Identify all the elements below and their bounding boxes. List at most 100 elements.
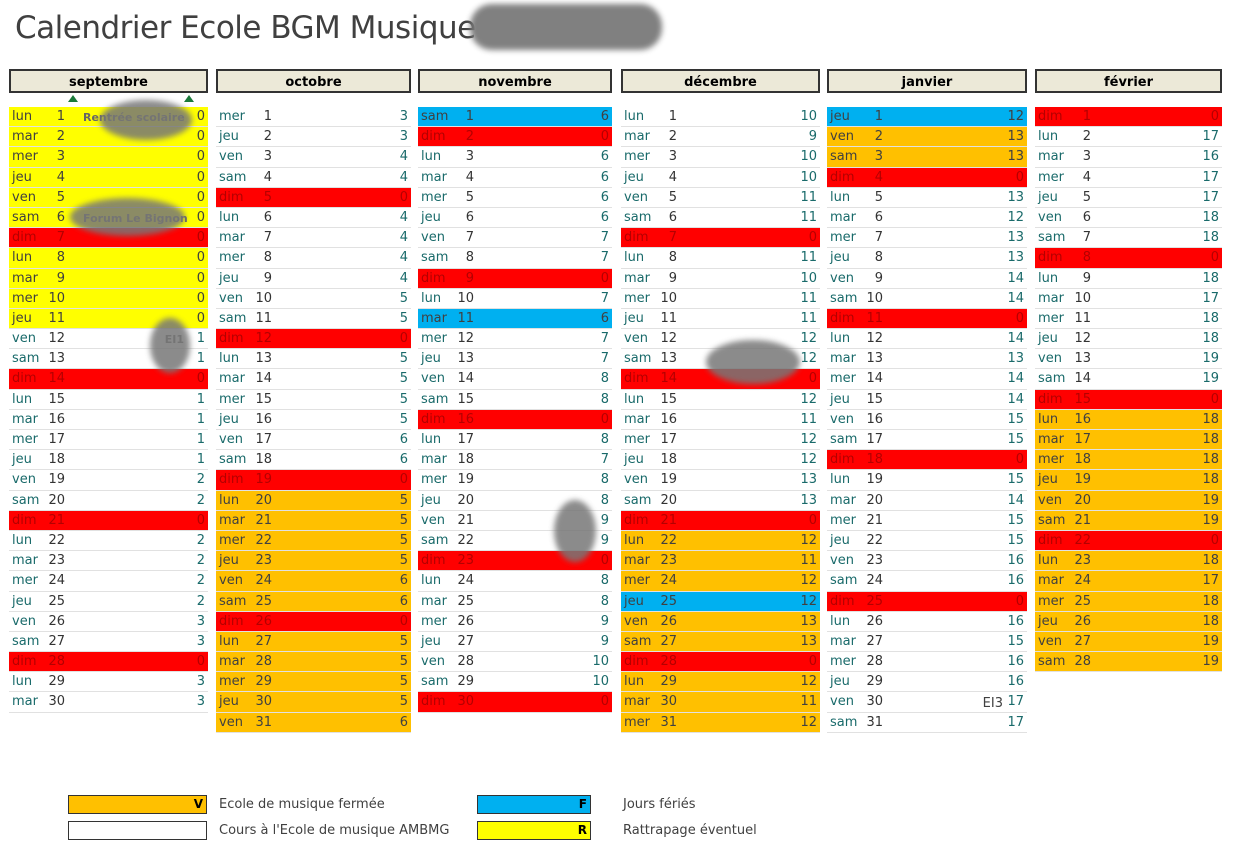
day-number: 9 xyxy=(668,270,677,286)
day-row: mar 6 12 xyxy=(827,208,1027,229)
day-row: jeu 1 12 xyxy=(827,107,1027,128)
day-number: 24 xyxy=(1074,573,1091,589)
day-name: jeu xyxy=(1038,613,1058,629)
day-number: 13 xyxy=(255,351,272,367)
week-count: 11 xyxy=(800,310,817,326)
week-count: 2 xyxy=(196,573,205,589)
day-name: jeu xyxy=(219,411,239,427)
day-row: sam 21 19 xyxy=(1035,510,1222,531)
month-column: novembre sam 1 6 dim 2 0 lun 3 6 mar 4 6 mer 5 6 jeu 6 6 ve… xyxy=(418,69,612,713)
day-row: dim 19 0 xyxy=(216,470,411,491)
day-row: mar 25 8 xyxy=(418,592,612,612)
day-row: mer 5 6 xyxy=(418,188,612,208)
day-number: 27 xyxy=(866,633,883,649)
week-count: 7 xyxy=(600,230,609,246)
day-row: ven 26 13 xyxy=(621,611,820,632)
month-header: janvier xyxy=(827,69,1027,93)
day-number: 2 xyxy=(263,129,272,145)
day-name: sam xyxy=(624,351,652,367)
day-number: 11 xyxy=(1074,310,1091,326)
day-number: 23 xyxy=(255,553,272,569)
week-count: 0 xyxy=(808,654,817,670)
week-count: 12 xyxy=(800,573,817,589)
day-number: 22 xyxy=(1074,532,1091,548)
week-count: 0 xyxy=(600,553,609,569)
month-column: octobre mer 1 3 jeu 2 3 ven 3 4 sam 4 4 dim 5 0 lun 6 4 mar… xyxy=(216,69,411,733)
week-count: 4 xyxy=(399,230,408,246)
day-name: dim xyxy=(830,452,855,468)
day-row: sam 3 13 xyxy=(827,147,1027,168)
day-row: mer 4 17 xyxy=(1035,168,1222,188)
day-row: lun 29 12 xyxy=(621,672,820,693)
day-row: ven 28 10 xyxy=(418,652,612,673)
day-name: lun xyxy=(421,432,442,447)
day-number: 24 xyxy=(660,573,677,589)
day-number: 25 xyxy=(255,593,272,609)
month-column: décembre lun 1 10 mar 2 9 mer 3 10 jeu 4 10 ven 5 11 sam… xyxy=(621,69,820,733)
day-number: 17 xyxy=(48,432,65,447)
day-name: ven xyxy=(830,411,854,427)
day-row: mar 23 2 xyxy=(9,551,208,572)
day-row: ven 9 14 xyxy=(827,269,1027,289)
week-count: 16 xyxy=(1202,149,1219,165)
day-name: mar xyxy=(1038,432,1064,447)
day-number: 10 xyxy=(1074,290,1091,306)
day-row: mar 23 11 xyxy=(621,551,820,572)
day-number: 13 xyxy=(48,351,65,367)
day-number: 26 xyxy=(866,613,883,629)
week-count: 5 xyxy=(399,553,408,569)
week-count: 0 xyxy=(1210,250,1219,266)
day-note: EI3 xyxy=(982,696,1003,712)
week-count: 0 xyxy=(196,512,205,528)
day-number: 23 xyxy=(48,553,65,569)
day-number: 9 xyxy=(56,270,65,286)
day-number: 8 xyxy=(56,250,65,266)
day-row: dim 21 0 xyxy=(621,510,820,531)
week-count: 12 xyxy=(1007,209,1024,225)
month-column: septembrelun10Rentrée scolairemar20mer30… xyxy=(9,69,208,713)
week-count: 2 xyxy=(196,492,205,508)
day-number: 28 xyxy=(457,654,474,670)
day-name: jeu xyxy=(1038,189,1058,205)
week-count: 9 xyxy=(600,613,609,629)
week-count: 5 xyxy=(399,411,408,427)
day-row: mer 19 8 xyxy=(418,470,612,491)
week-count: 7 xyxy=(600,250,609,266)
day-number: 21 xyxy=(660,512,677,528)
day-name: lun xyxy=(421,573,442,589)
day-row: lun 20 5 xyxy=(216,490,411,511)
week-count: 13 xyxy=(1007,129,1024,145)
day-row: sam 10 14 xyxy=(827,289,1027,309)
day-row: mar 14 5 xyxy=(216,369,411,390)
day-row: sam 1 6 xyxy=(418,107,612,128)
day-row: sam 15 8 xyxy=(418,390,612,410)
week-count: 9 xyxy=(600,512,609,528)
week-count: 0 xyxy=(600,694,609,710)
week-count: 12 xyxy=(800,351,817,367)
day-row: sam 27 13 xyxy=(621,631,820,653)
week-count: 5 xyxy=(399,492,408,508)
day-row: dim 1 0 xyxy=(1035,107,1222,128)
day-name: ven xyxy=(12,189,36,205)
day-number: 25 xyxy=(457,593,474,609)
day-number: 11 xyxy=(866,310,883,326)
day-number: 31 xyxy=(866,714,883,730)
day-row: sam 28 19 xyxy=(1035,652,1222,673)
day-name: mar xyxy=(12,694,38,710)
day-name: lun xyxy=(624,250,645,266)
day-number: 15 xyxy=(255,391,272,407)
day-row: sam 14 19 xyxy=(1035,369,1222,390)
day-row: mar 17 18 xyxy=(1035,430,1222,451)
week-count: 13 xyxy=(800,613,817,629)
day-row: mer 24 2 xyxy=(9,571,208,592)
day-number: 4 xyxy=(56,169,65,185)
day-number: 26 xyxy=(1074,613,1091,629)
day-row: jeu 15 14 xyxy=(827,390,1027,410)
day-row: mar 30 3 xyxy=(9,692,208,713)
day-name: sam xyxy=(12,492,40,508)
day-number: 13 xyxy=(866,351,883,367)
day-row: jeu 6 6 xyxy=(418,208,612,229)
day-name: ven xyxy=(421,654,445,670)
day-row: lun 8 11 xyxy=(621,248,820,269)
day-number: 15 xyxy=(1074,391,1091,407)
